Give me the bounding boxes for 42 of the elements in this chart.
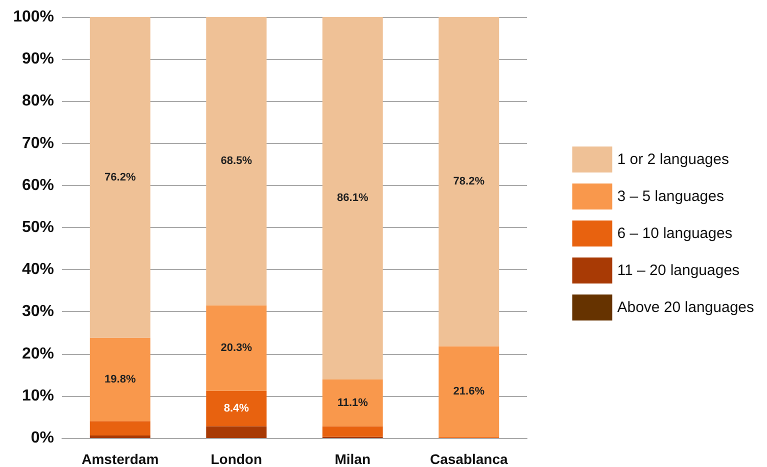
bar <box>206 390 267 426</box>
data-label: 76.2% <box>104 171 136 184</box>
y-tick-label: 100% <box>13 8 54 26</box>
bar <box>438 17 500 346</box>
bar <box>90 435 150 438</box>
x-tick-label: Milan <box>334 451 371 467</box>
bar <box>206 305 267 391</box>
y-tick-label: 40% <box>22 261 54 278</box>
data-label: 86.1% <box>337 192 368 204</box>
bar <box>206 17 267 306</box>
x-tick-label: Casablanca <box>430 451 508 467</box>
data-label: 19.8% <box>104 373 136 386</box>
bar <box>90 421 150 436</box>
y-tick-label: 50% <box>22 219 54 236</box>
y-tick-label: 70% <box>22 134 54 152</box>
data-label: 78.2% <box>453 176 485 188</box>
x-tick-label: London <box>210 451 262 467</box>
bar <box>90 338 150 422</box>
y-tick-label: 20% <box>22 345 54 362</box>
bar <box>438 346 500 438</box>
y-tick-label: 80% <box>22 92 54 110</box>
data-label: 8.4% <box>224 402 250 415</box>
legend-label: Above 20 languages <box>617 299 754 316</box>
y-tick-label: 60% <box>22 176 54 194</box>
legend-label: 1 or 2 languages <box>617 151 729 168</box>
legend-label: 6 – 10 languages <box>617 225 732 242</box>
y-tick-label: 10% <box>22 387 54 404</box>
data-label: 21.6% <box>453 386 485 398</box>
bar <box>322 379 383 426</box>
x-tick-label: Amsterdam <box>82 451 159 467</box>
y-tick-label: 30% <box>22 303 54 320</box>
y-tick-label: 90% <box>22 50 54 68</box>
data-label: 20.3% <box>220 342 252 354</box>
bar <box>90 17 150 338</box>
legend-label: 3 – 5 languages <box>617 188 724 205</box>
bar <box>206 426 267 438</box>
bar <box>322 17 383 380</box>
bar <box>322 426 383 437</box>
data-label: 11.1% <box>337 396 368 409</box>
y-tick-label: 0% <box>30 430 54 446</box>
data-label: 68.5% <box>220 155 252 168</box>
legend-label: 11 – 20 languages <box>617 262 740 279</box>
